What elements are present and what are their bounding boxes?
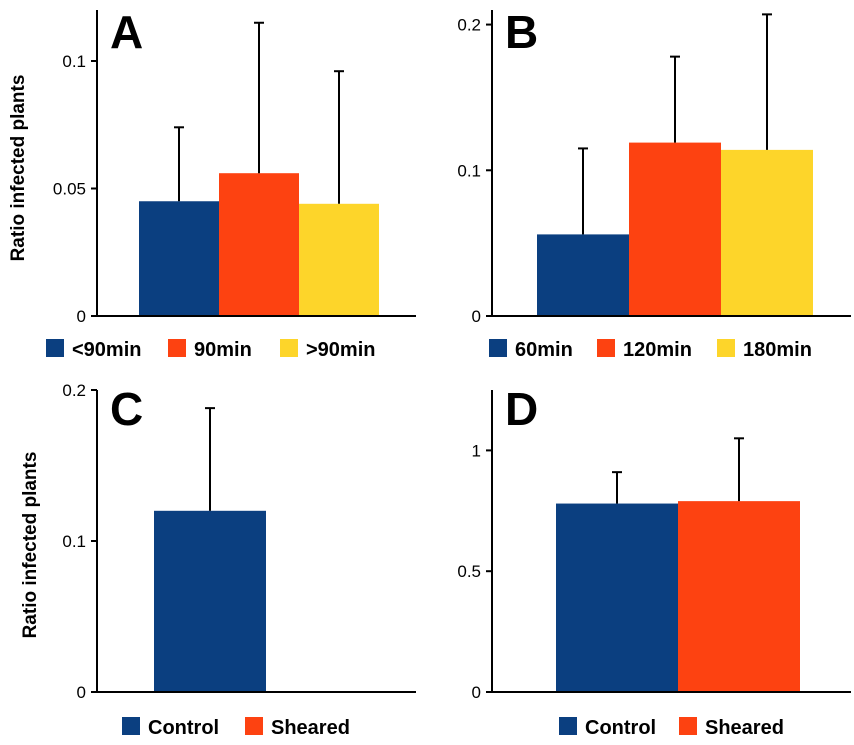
legend-swatch-d-1 — [679, 717, 697, 735]
legend-label-b-1: 120min — [623, 339, 692, 361]
bar-b-1 — [629, 142, 721, 316]
bar-d-1 — [678, 501, 800, 692]
y-tick-label-d-1: 0.5 — [457, 562, 481, 581]
y-tick-label-c-2: 0.2 — [62, 381, 86, 400]
bar-b-0 — [537, 234, 629, 316]
legend-label-c-0: Control — [148, 717, 219, 739]
panel-letter-c: C — [110, 383, 143, 435]
y-tick-label-a-0: 0 — [77, 307, 86, 326]
legend-swatch-b-0 — [489, 339, 507, 357]
legend-label-d-1: Sheared — [705, 717, 784, 739]
y-axis-label-a: Ratio infected plants — [8, 75, 29, 262]
legend-label-a-0: <90min — [72, 339, 141, 361]
panel-letter-b: B — [505, 6, 538, 58]
bar-c-0 — [154, 510, 266, 692]
y-tick-label-c-1: 0.1 — [62, 532, 86, 551]
legend-label-b-2: 180min — [743, 339, 812, 361]
legend-swatch-c-0 — [122, 717, 140, 735]
y-axis-label-c: Ratio infected plants — [20, 452, 41, 639]
legend-swatch-b-2 — [717, 339, 735, 357]
bar-b-2 — [721, 149, 813, 316]
bar-a-0 — [139, 201, 219, 316]
legend-label-a-1: 90min — [194, 339, 252, 361]
legend-swatch-a-2 — [280, 339, 298, 357]
legend-swatch-b-1 — [597, 339, 615, 357]
bar-a-1 — [219, 173, 299, 316]
y-tick-label-b-2: 0.2 — [457, 16, 481, 35]
legend-label-d-0: Control — [585, 717, 656, 739]
y-tick-label-b-1: 0.1 — [457, 161, 481, 180]
y-tick-label-c-0: 0 — [77, 683, 86, 702]
bar-d-0 — [556, 503, 678, 692]
panel-a: 0 0.05 0.1 A Ratio infected plants <90min 90mi… — [8, 6, 416, 361]
y-tick-label-b-0: 0 — [472, 307, 481, 326]
legend-swatch-d-0 — [559, 717, 577, 735]
y-tick-label-a-2: 0.1 — [62, 52, 86, 71]
y-tick-label-a-1: 0.05 — [53, 180, 86, 199]
legend-label-b-0: 60min — [515, 339, 573, 361]
legend-label-a-2: >90min — [306, 339, 375, 361]
panel-d: 0 0.5 1 D Control Sheared — [457, 383, 851, 739]
legend-swatch-a-1 — [168, 339, 186, 357]
bar-a-2 — [299, 203, 379, 316]
panel-letter-d: D — [505, 383, 538, 435]
panel-letter-a: A — [110, 6, 143, 58]
panel-c: 0 0.1 0.2 C Ratio infected plants Control Shea… — [20, 381, 416, 739]
legend-label-c-1: Sheared — [271, 717, 350, 739]
legend-swatch-c-1 — [245, 717, 263, 735]
legend-swatch-a-0 — [46, 339, 64, 357]
y-tick-label-d-0: 0 — [472, 683, 481, 702]
panel-b: 0 0.1 0.2 B 60min 120min 180min — [457, 6, 851, 361]
y-tick-label-d-2: 1 — [472, 441, 481, 460]
